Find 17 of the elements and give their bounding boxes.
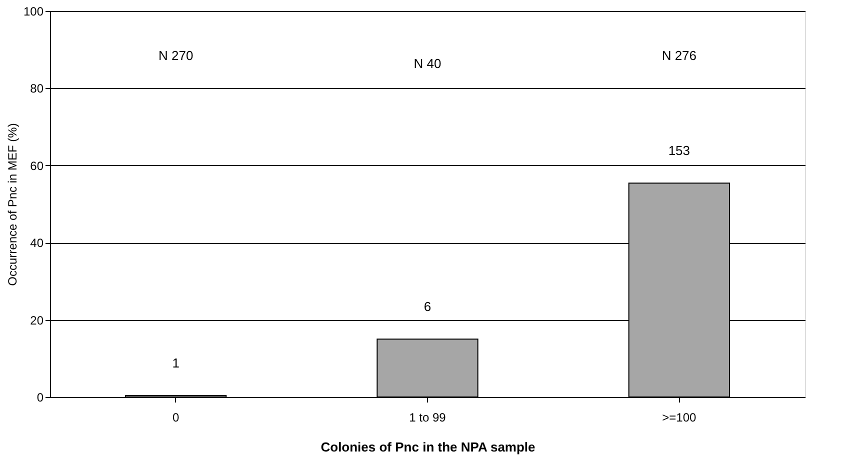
y-tick-label: 40 — [30, 236, 44, 250]
annotation: N 40 — [414, 56, 442, 71]
x-axis-title: Colonies of Pnc in the NPA sample — [320, 440, 536, 454]
annotation: N 270 — [158, 48, 194, 63]
annotation: N 276 — [662, 48, 697, 63]
y-tick-label: 20 — [30, 313, 44, 328]
y-axis-title: Occurrence of Pnc in MEF (%) — [5, 123, 20, 286]
annotation: 6 — [424, 299, 432, 314]
y-tick-label: 100 — [23, 4, 44, 18]
x-tick-label: 1 to 99 — [409, 410, 446, 424]
y-tick-label: 80 — [30, 82, 44, 96]
annotation: 153 — [668, 143, 690, 158]
y-tick-label: 60 — [30, 158, 44, 173]
x-tick-label: >=100 — [662, 410, 697, 424]
annotation: 1 — [172, 355, 180, 370]
x-tick-label: 0 — [172, 410, 180, 424]
y-tick-label: 0 — [36, 390, 44, 404]
